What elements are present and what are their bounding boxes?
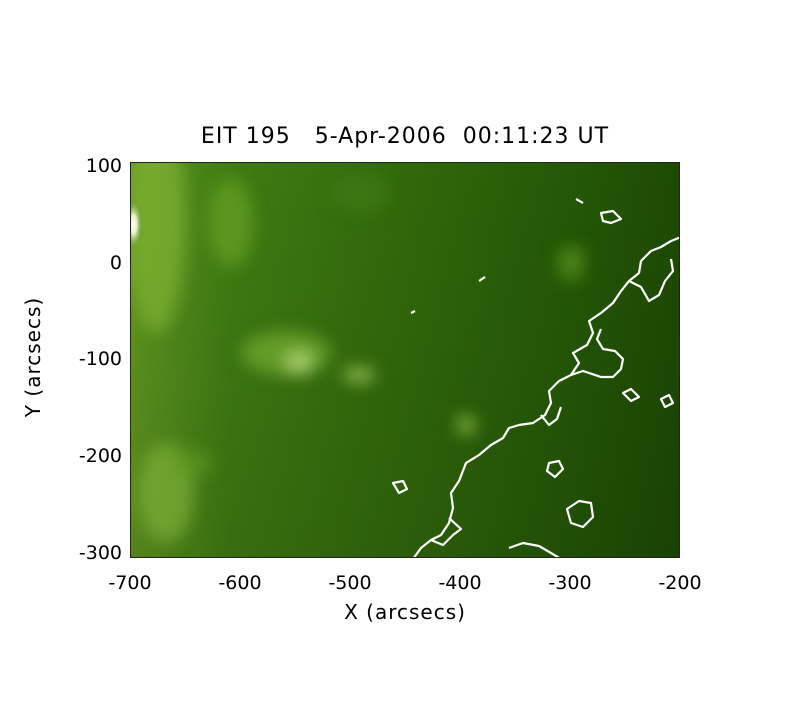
x-tick-label: -500	[328, 572, 372, 594]
y-tick-label: -200	[78, 445, 122, 467]
x-tick-label: -700	[108, 572, 152, 594]
bright-limb-region	[131, 163, 211, 383]
magnetic-contours	[391, 198, 679, 557]
y-tick-label: -300	[78, 542, 122, 564]
y-tick-label: 100	[85, 155, 122, 177]
y-tick-label: -100	[78, 348, 122, 370]
x-axis-label: X (arcsecs)	[344, 600, 466, 624]
x-tick-label: -300	[548, 572, 592, 594]
eit-195-image-panel	[130, 162, 680, 558]
y-tick-label: 0	[109, 252, 122, 274]
coronal-image	[131, 163, 679, 557]
x-tick-label: -400	[438, 572, 482, 594]
image-title: EIT 195 5-Apr-2006 00:11:23 UT	[200, 124, 610, 149]
x-tick-label: -600	[218, 572, 262, 594]
y-axis-label: Y (arcsecs)	[21, 296, 45, 418]
x-tick-label: -200	[658, 572, 702, 594]
